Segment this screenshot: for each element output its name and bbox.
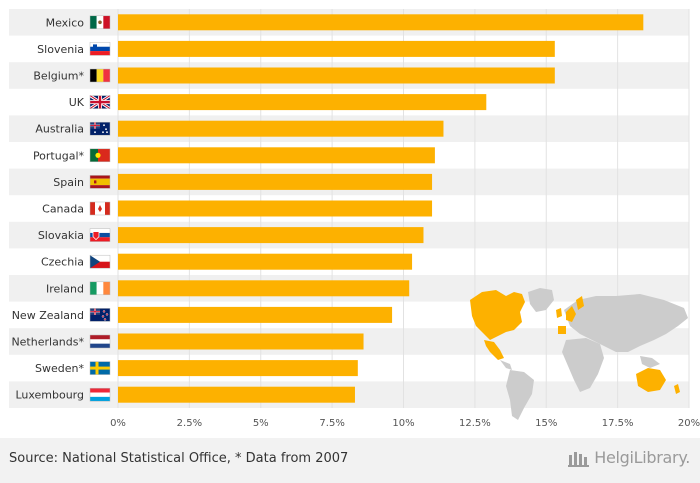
category-label: Netherlands* xyxy=(11,336,84,349)
x-tick-label: 7.5% xyxy=(319,418,344,429)
bar-uk xyxy=(118,94,487,111)
x-tick-label: 12.5% xyxy=(459,418,491,429)
portugal-flag xyxy=(89,148,111,163)
czechia-flag xyxy=(89,254,111,269)
category-label: Australia xyxy=(35,123,84,136)
category-label: Portugal* xyxy=(33,149,85,162)
x-axis-ticks: 0% 2.5% 5% 7.5% 10% 12.5% 15% 17.5% 20% xyxy=(110,418,700,429)
map-mexico xyxy=(484,340,504,360)
sweden-flag xyxy=(89,361,111,375)
map-north-america xyxy=(470,290,525,340)
map-europe-highlight xyxy=(566,306,576,322)
x-tick-label: 2.5% xyxy=(177,418,202,429)
category-label: Slovakia xyxy=(38,229,84,242)
category-label: Belgium* xyxy=(33,70,84,83)
bar-canada xyxy=(118,200,433,217)
map-iberia-highlight xyxy=(558,326,566,334)
category-label: Luxembourg xyxy=(15,389,84,402)
bar-australia xyxy=(118,120,444,137)
category-label: Slovenia xyxy=(37,43,84,56)
bar-slovakia xyxy=(118,227,424,244)
category-label: New Zealand xyxy=(12,309,84,322)
category-label: UK xyxy=(69,96,85,109)
helgi-library-icon xyxy=(568,451,590,467)
world-map xyxy=(470,288,688,420)
category-label: Mexico xyxy=(46,16,85,29)
bar-luxembourg xyxy=(118,386,355,403)
bar-sweden xyxy=(118,360,358,377)
australia-flag xyxy=(89,121,111,136)
category-label: Ireland xyxy=(46,282,84,295)
spain-flag xyxy=(89,175,111,189)
netherlands-flag xyxy=(89,334,111,349)
bar-spain xyxy=(118,173,433,190)
map-new-zealand xyxy=(674,384,680,394)
bars xyxy=(118,14,644,403)
uk-flag xyxy=(89,94,111,110)
x-tick-label: 10% xyxy=(392,418,414,429)
map-se-asia xyxy=(640,356,660,368)
source-note: Source: National Statistical Office, * D… xyxy=(9,451,349,466)
bar-portugal xyxy=(118,147,435,164)
brand-logo: HelgiLibrary. xyxy=(568,448,690,467)
map-eurasia xyxy=(564,294,688,352)
category-label: Sweden* xyxy=(35,362,84,375)
country-flags xyxy=(89,15,111,402)
bar-netherlands xyxy=(118,333,364,350)
bar-czechia xyxy=(118,253,413,270)
slovakia-flag xyxy=(89,228,111,242)
x-tick-label: 15% xyxy=(535,418,557,429)
x-tick-label: 17.5% xyxy=(602,418,634,429)
map-australia xyxy=(636,368,666,392)
category-labels: Mexico Slovenia Belgium* UK Australia Portuga… xyxy=(11,16,84,401)
map-south-america xyxy=(506,370,534,420)
map-central-america xyxy=(500,360,512,370)
bar-belgium xyxy=(118,67,555,84)
belgium-flag xyxy=(89,68,111,83)
canada-flag xyxy=(89,201,111,216)
map-uk-highlight xyxy=(556,308,562,318)
brand-name: HelgiLibrary. xyxy=(594,448,690,467)
map-africa xyxy=(562,338,604,392)
map-greenland xyxy=(528,288,554,312)
x-tick-label: 5% xyxy=(253,418,269,429)
category-label: Spain xyxy=(53,176,84,189)
category-label: Czechia xyxy=(41,256,84,269)
bar-mexico xyxy=(118,14,644,31)
bar-slovenia xyxy=(118,40,555,57)
x-tick-label: 0% xyxy=(110,418,126,429)
slovenia-flag xyxy=(89,42,111,56)
bar-newzealand xyxy=(118,306,393,323)
new-zealand-flag xyxy=(89,308,111,322)
luxembourg-flag xyxy=(89,387,111,402)
category-label: Canada xyxy=(42,203,84,216)
mexico-flag xyxy=(89,15,111,30)
bar-ireland xyxy=(118,280,410,297)
map-nordics-highlight xyxy=(576,296,584,310)
x-tick-label: 20% xyxy=(678,418,700,429)
ireland-flag xyxy=(89,281,111,296)
